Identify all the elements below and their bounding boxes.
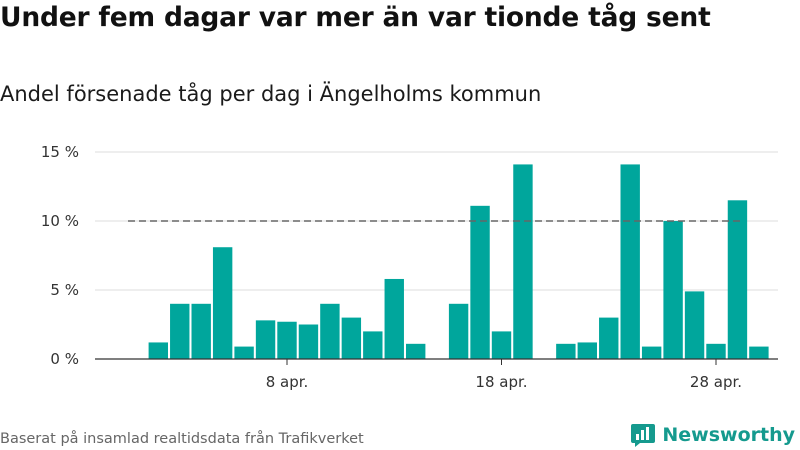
bar: [599, 317, 619, 359]
bar-chart: 0 % 5 % 10 % 15 % 8 apr. 18 apr. 28 apr.: [41, 143, 778, 391]
y-tick-label: 5 %: [50, 281, 79, 299]
page-title: Under fem dagar var mer än var tionde tå…: [0, 2, 711, 33]
bar: [191, 303, 211, 359]
bar: [384, 278, 404, 359]
bar: [255, 320, 276, 359]
newsworthy-logo: Newsworthy: [630, 421, 795, 449]
bar: [470, 205, 490, 359]
x-tick-label: 18 apr.: [475, 373, 527, 391]
x-tick-label: 8 apr.: [266, 373, 309, 391]
bar: [406, 343, 426, 359]
bar: [320, 303, 340, 359]
bar: [556, 343, 576, 359]
bar: [277, 321, 297, 359]
x-tick-label: 28 apr.: [690, 373, 742, 391]
bar: [577, 342, 597, 359]
source-note: Baserat på insamlad realtidsdata från Tr…: [0, 431, 364, 447]
newsworthy-logo-icon: [631, 424, 656, 447]
bar: [448, 303, 469, 359]
chart-subtitle: Andel försenade tåg per dag i Ängelholms…: [0, 82, 542, 106]
bar: [663, 221, 683, 359]
bar: [234, 346, 254, 359]
y-tick-label: 0 %: [50, 350, 79, 368]
bar: [706, 343, 726, 359]
bar: [148, 342, 168, 359]
bar: [170, 303, 190, 359]
bar: [298, 324, 319, 359]
newsworthy-logo-text: Newsworthy: [662, 424, 795, 446]
bar: [513, 164, 533, 359]
bar: [727, 200, 748, 359]
bar: [620, 164, 640, 359]
bar: [212, 247, 233, 359]
bar: [749, 346, 769, 359]
bar: [341, 317, 362, 359]
y-tick-label: 15 %: [41, 143, 79, 161]
y-tick-label: 10 %: [41, 212, 79, 230]
bar: [491, 331, 512, 359]
bar: [684, 291, 705, 359]
bar: [363, 331, 383, 359]
bar: [641, 346, 662, 359]
